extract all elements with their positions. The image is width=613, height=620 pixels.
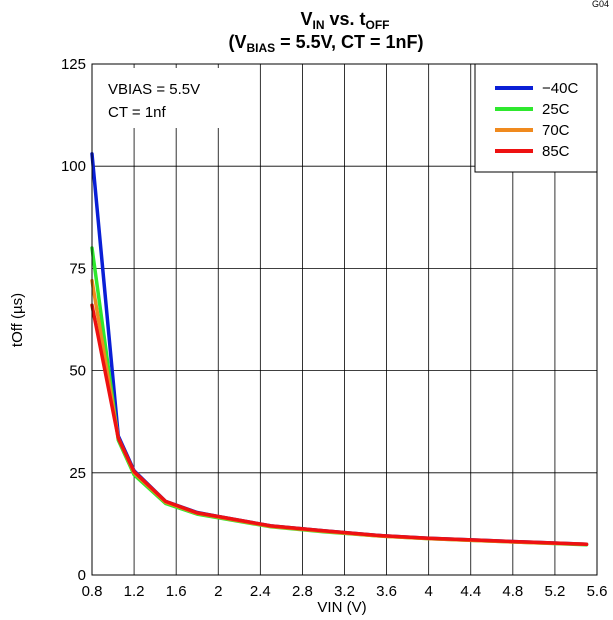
- x-tick-label: 3.2: [334, 583, 355, 600]
- y-tick-label: 0: [78, 567, 86, 584]
- x-tick-label: 1.6: [166, 583, 187, 600]
- series-line-3: [90, 303, 589, 547]
- y-tick-label: 125: [61, 56, 86, 73]
- x-tick-label: 4: [424, 583, 432, 600]
- series-lines: [90, 152, 589, 547]
- x-tick-label: 5.2: [544, 583, 565, 600]
- x-axis-title: VIN (V): [317, 599, 366, 616]
- legend-box: [474, 63, 598, 173]
- y-tick-label: 50: [69, 363, 86, 380]
- legend-label: 70C: [542, 122, 570, 139]
- title-v: V: [300, 9, 312, 29]
- annotation-box: [96, 68, 241, 128]
- x-tick-label: 1.2: [124, 583, 145, 600]
- title-vs-t: vs. t: [324, 9, 365, 29]
- title2-bias-sub: BIAS: [246, 41, 275, 55]
- x-tick-label: 4.4: [460, 583, 481, 600]
- x-tick-label: 2: [214, 583, 222, 600]
- series-line-0: [90, 152, 589, 547]
- y-tick-labels: 0 25 50 75 100 125: [61, 56, 86, 584]
- annotation-ct: CT = 1nf: [108, 104, 167, 121]
- x-tick-label: 4.8: [502, 583, 523, 600]
- legend-label: −40C: [542, 80, 578, 97]
- legend-label: 85C: [542, 143, 570, 160]
- x-tick-label: 0.8: [82, 583, 103, 600]
- x-tick-label: 3.6: [376, 583, 397, 600]
- chart-title-line1: VIN vs. tOFF: [300, 9, 389, 32]
- figure-code: G04: [592, 0, 609, 9]
- legend-label: 25C: [542, 101, 570, 118]
- y-axis-title: tOff (µs): [9, 293, 26, 347]
- annotation-vbias: VBIAS = 5.5V: [108, 81, 200, 98]
- plot-frame: [91, 63, 598, 576]
- x-tick-labels: 0.8 1.2 1.6 2 2.4 2.8 3.2 3.6 4 4.4 4.8 5.2 5.6: [82, 583, 608, 600]
- title2-post: = 5.5V, CT = 1nF): [275, 32, 423, 52]
- title-off-sub: OFF: [366, 18, 390, 32]
- y-tick-label: 75: [69, 260, 86, 277]
- x-tick-label: 5.6: [587, 583, 608, 600]
- x-tick-label: 2.4: [250, 583, 271, 600]
- legend: −40C 25C 70C 85C: [474, 63, 598, 173]
- title-in-sub: IN: [312, 18, 324, 32]
- y-tick-label: 100: [61, 158, 86, 175]
- x-tick-label: 2.8: [292, 583, 313, 600]
- chart-title-line2: (VBIAS = 5.5V, CT = 1nF): [228, 32, 423, 55]
- title2-pre: (V: [228, 32, 246, 52]
- y-tick-label: 25: [69, 465, 86, 482]
